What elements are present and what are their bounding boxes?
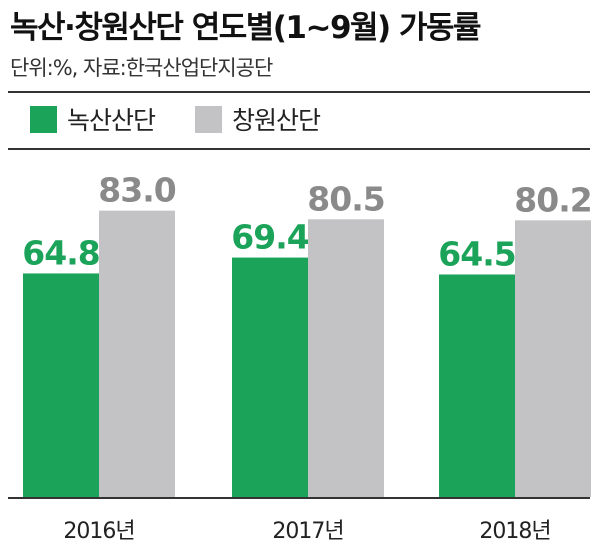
x-tick-label-2: 2018년 [479, 519, 550, 544]
bar-nokssan-2 [439, 274, 515, 497]
top-divider [8, 91, 590, 93]
legend-item-changwon: 창원산단 [195, 101, 321, 137]
legend: 녹산산단 창원산단 [30, 102, 360, 136]
legend-swatch-green [30, 105, 57, 133]
bar-nokssan-1 [232, 257, 308, 497]
data-label-changwon-2: 80.2 [514, 180, 591, 219]
legend-label-changwon: 창원산단 [232, 106, 321, 135]
chart-title: 녹산·창원산단 연도별(1~9월) 가동률 [10, 10, 482, 46]
data-label-nokssan-2: 64.5 [438, 234, 515, 273]
bar-changwon-1 [308, 219, 384, 497]
bar-changwon-2 [515, 220, 591, 497]
legend-label-nokssan: 녹산산단 [67, 106, 156, 135]
bar-nokssan-0 [23, 273, 99, 497]
chart-source: 단위:%, 자료:한국산업단지공단 [10, 56, 273, 80]
data-label-nokssan-1: 69.4 [231, 218, 308, 257]
legend-item-nokssan: 녹산산단 [30, 101, 156, 137]
bar-changwon-0 [99, 210, 175, 497]
x-tick-label-0: 2016년 [63, 519, 134, 544]
legend-swatch-gray [195, 105, 223, 133]
x-tick-label-1: 2017년 [272, 519, 343, 544]
data-label-nokssan-0: 64.8 [22, 233, 99, 272]
data-label-changwon-0: 83.0 [98, 171, 175, 210]
data-label-changwon-1: 80.5 [307, 179, 384, 218]
legend-divider [8, 148, 590, 150]
